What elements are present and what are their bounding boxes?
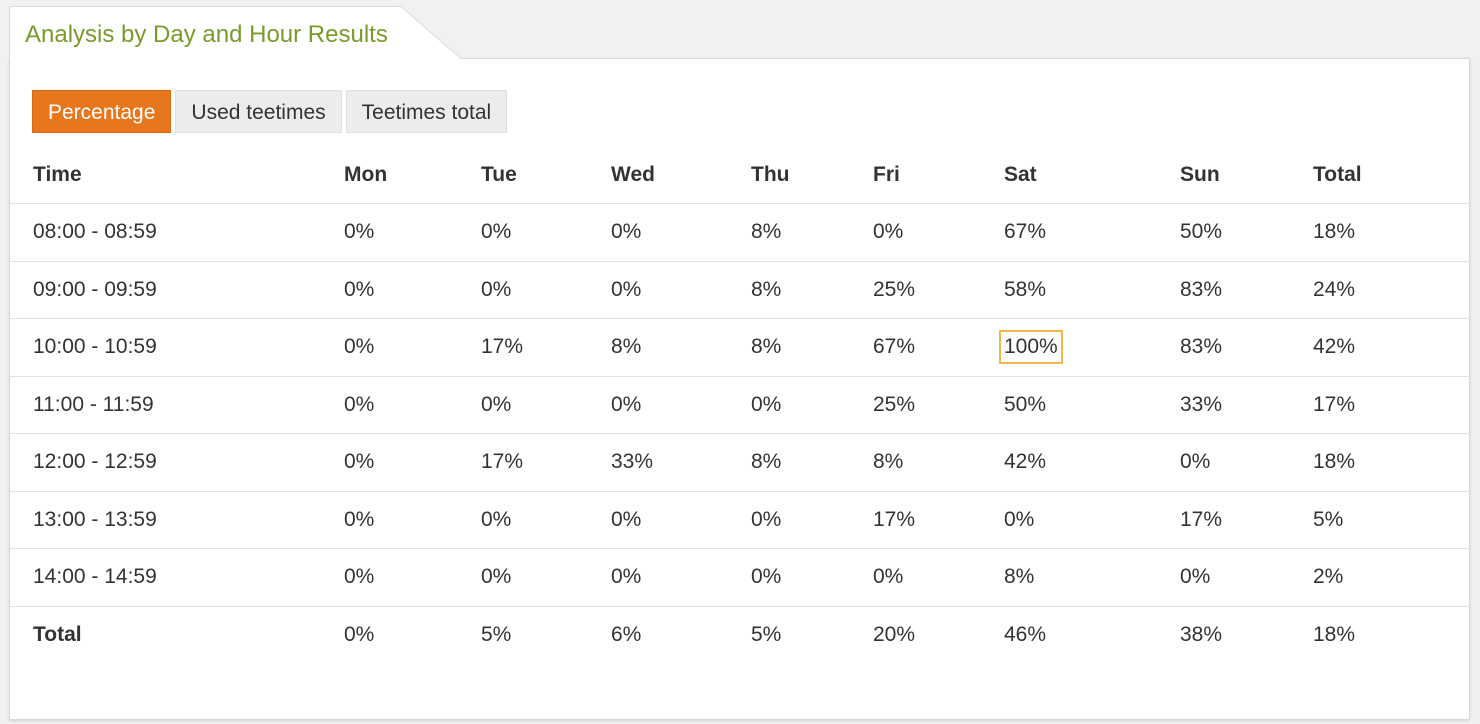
column-header-tue: Tue [481,163,517,186]
percentage-cell: 0% [481,565,512,589]
percentage-cell: 0% [481,507,512,531]
column-header-sun: Sun [1180,163,1220,186]
percentage-cell: 0% [344,392,375,416]
time-slot-cell: 08:00 - 08:59 [33,220,157,244]
percentage-cell: 8% [751,277,782,301]
percentage-cell: 0% [481,220,512,244]
percentage-cell: 5% [1313,507,1344,531]
page-title: Analysis by Day and Hour Results [25,21,388,48]
percentage-cell: 0% [873,565,904,589]
total-cell: 5% [751,623,782,647]
total-cell: 0% [344,623,375,647]
percentage-cell: 17% [1313,392,1356,416]
column-header-fri: Fri [873,163,900,186]
percentage-cell: 8% [751,335,782,359]
percentage-cell: 42% [1004,450,1047,474]
total-cell: 20% [873,623,916,647]
time-slot-cell: 09:00 - 09:59 [33,277,157,301]
time-slot-cell: 10:00 - 10:59 [33,335,157,359]
table-row: 14:00 - 14:59 0% 0% 0% 0% 0% 8% 0% 2% [10,549,1470,607]
time-slot-cell: 14:00 - 14:59 [33,565,157,589]
view-tabs: Percentage Used teetimes Teetimes total [32,90,508,133]
highlighted-percentage-cell: 100% [999,319,1063,376]
table-row: 12:00 - 12:59 0% 17% 33% 8% 8% 42% 0% 18% [10,434,1470,492]
percentage-cell: 0% [344,335,375,359]
percentage-cell: 8% [1004,565,1035,589]
percentage-cell: 0% [751,507,782,531]
percentage-cell: 83% [1180,335,1223,359]
percentage-cell: 0% [1180,565,1211,589]
percentage-cell: 0% [481,392,512,416]
table-header-row: Time Mon Tue Wed Thu Fri Sat Sun Total [10,147,1470,204]
percentage-cell: 17% [1180,507,1223,531]
percentage-cell: 8% [751,450,782,474]
percentage-cell: 25% [873,392,916,416]
percentage-cell: 17% [481,335,524,359]
percentage-cell: 0% [873,220,904,244]
percentage-cell: 2% [1313,565,1344,589]
percentage-cell: 0% [1180,450,1211,474]
percentage-cell: 24% [1313,277,1356,301]
percentage-cell: 33% [611,450,654,474]
column-header-mon: Mon [344,163,388,186]
total-cell: 38% [1180,623,1223,647]
time-slot-cell: 12:00 - 12:59 [33,450,157,474]
percentage-cell: 0% [611,507,642,531]
percentage-cell: 8% [751,220,782,244]
percentage-cell: 33% [1180,392,1223,416]
percentage-cell: 67% [873,335,916,359]
percentage-cell: 0% [344,277,375,301]
column-header-total: Total [1313,163,1362,186]
highlighted-value: 100% [999,330,1063,365]
percentage-cell: 42% [1313,335,1356,359]
percentage-cell: 0% [611,392,642,416]
percentage-cell: 0% [344,507,375,531]
column-header-thu: Thu [751,163,790,186]
column-header-time: Time [33,163,82,186]
percentage-cell: 50% [1180,220,1223,244]
percentage-cell: 17% [873,507,916,531]
time-slot-cell: 13:00 - 13:59 [33,507,157,531]
table-row: 08:00 - 08:59 0% 0% 0% 8% 0% 67% 50% 18% [10,204,1470,262]
total-cell: 18% [1313,623,1356,647]
percentage-cell: 0% [751,565,782,589]
column-header-wed: Wed [611,163,655,186]
total-cell: 46% [1004,623,1047,647]
percentage-cell: 58% [1004,277,1047,301]
column-header-sat: Sat [1004,163,1037,186]
table-row: 11:00 - 11:59 0% 0% 0% 0% 25% 50% 33% 17% [10,377,1470,434]
percentage-cell: 0% [751,392,782,416]
percentage-cell: 0% [481,277,512,301]
table-total-row: Total 0% 5% 6% 5% 20% 46% 38% 18% [10,607,1470,665]
tab-teetimes-total[interactable]: Teetimes total [345,90,508,133]
percentage-cell: 0% [1004,507,1035,531]
tab-percentage[interactable]: Percentage [32,90,172,133]
percentage-cell: 18% [1313,220,1356,244]
percentage-cell: 8% [873,450,904,474]
table-row: 10:00 - 10:59 0% 17% 8% 8% 67% 100% 83% 42% [10,319,1470,377]
total-cell: 6% [611,623,642,647]
table-row: 09:00 - 09:59 0% 0% 0% 8% 25% 58% 83% 24% [10,262,1470,319]
percentage-cell: 0% [611,565,642,589]
percentage-cell: 25% [873,277,916,301]
results-panel [9,58,1470,720]
table-row: 13:00 - 13:59 0% 0% 0% 0% 17% 0% 17% 5% [10,492,1470,549]
percentage-cell: 0% [611,220,642,244]
percentage-cell: 83% [1180,277,1223,301]
percentage-cell: 17% [481,450,524,474]
percentage-cell: 0% [344,220,375,244]
percentage-cell: 18% [1313,450,1356,474]
percentage-cell: 50% [1004,392,1047,416]
time-slot-cell: 11:00 - 11:59 [33,392,154,416]
total-row-label: Total [33,623,82,647]
panel-title-tab: Analysis by Day and Hour Results [9,6,461,59]
total-cell: 5% [481,623,512,647]
tab-used-teetimes[interactable]: Used teetimes [175,90,342,133]
results-table: Time Mon Tue Wed Thu Fri Sat Sun Total 0… [10,147,1470,664]
percentage-cell: 8% [611,335,642,359]
percentage-cell: 0% [344,565,375,589]
percentage-cell: 0% [344,450,375,474]
percentage-cell: 0% [611,277,642,301]
percentage-cell: 67% [1004,220,1047,244]
